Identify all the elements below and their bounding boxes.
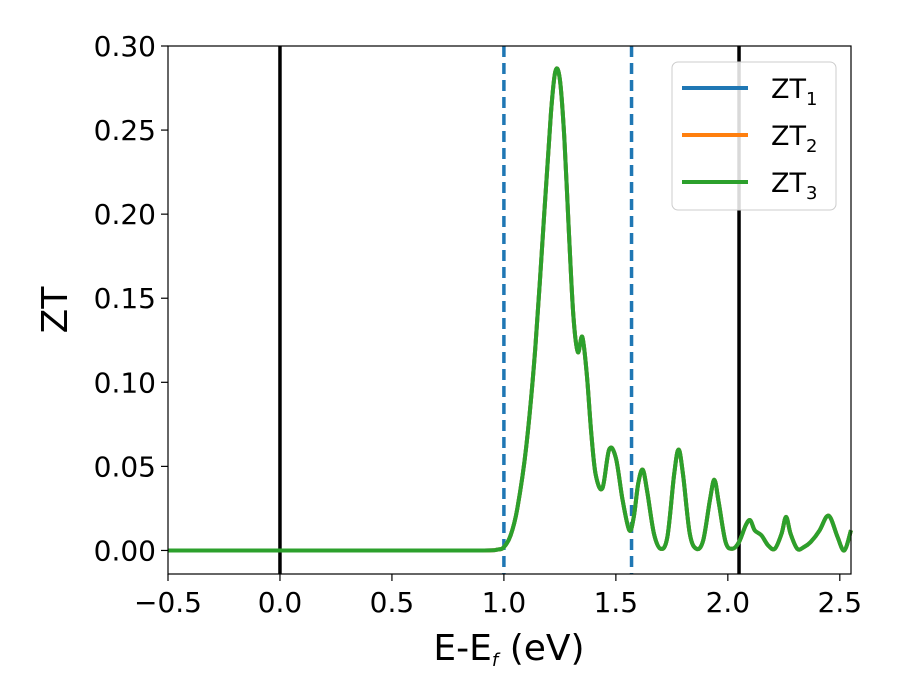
legend-label-zt3: ZT3 (771, 168, 817, 204)
x-tick-label: 0.0 (258, 586, 303, 619)
series-layer (168, 66, 853, 553)
x-tick-label: −0.5 (134, 586, 202, 619)
x-tick-label: 2.5 (818, 586, 863, 619)
y-tick-label: 0.05 (94, 450, 156, 483)
plot-frame (167, 45, 852, 575)
legend-label-zt1: ZT1 (771, 74, 817, 110)
legend: ZT1 ZT2 ZT3 (671, 61, 837, 211)
y-tick-label: 0.10 (94, 366, 156, 399)
legend-box (671, 61, 837, 211)
y-axis-label: ZT (35, 286, 76, 334)
y-tick-label: 0.20 (94, 198, 156, 231)
legend-label-zt2: ZT2 (771, 121, 817, 157)
x-axis-label-unit: (eV) (498, 628, 584, 669)
y-tick-label: 0.15 (94, 282, 156, 315)
x-tick-label: 2.0 (706, 586, 751, 619)
x-tick-label: 0.5 (370, 586, 415, 619)
series-line-zt3 (168, 66, 853, 553)
y-tick-label: 0.30 (94, 30, 156, 63)
y-tick-label: 0.00 (94, 534, 156, 567)
y-tick-label: 0.25 (94, 114, 156, 147)
x-axis-label: E-Ef (eV) (433, 628, 584, 671)
x-axis-label-main: E-E (433, 628, 491, 669)
x-tick-label: 1.5 (594, 586, 639, 619)
x-axis-ticks: −0.5 0.0 0.5 1.0 1.5 2.0 2.5 (134, 574, 862, 619)
x-tick-label: 1.0 (482, 586, 527, 619)
x-axis-label-subscript: f (492, 650, 501, 671)
y-axis-ticks: 0.00 0.05 0.10 0.15 0.20 0.25 0.30 (94, 30, 168, 567)
